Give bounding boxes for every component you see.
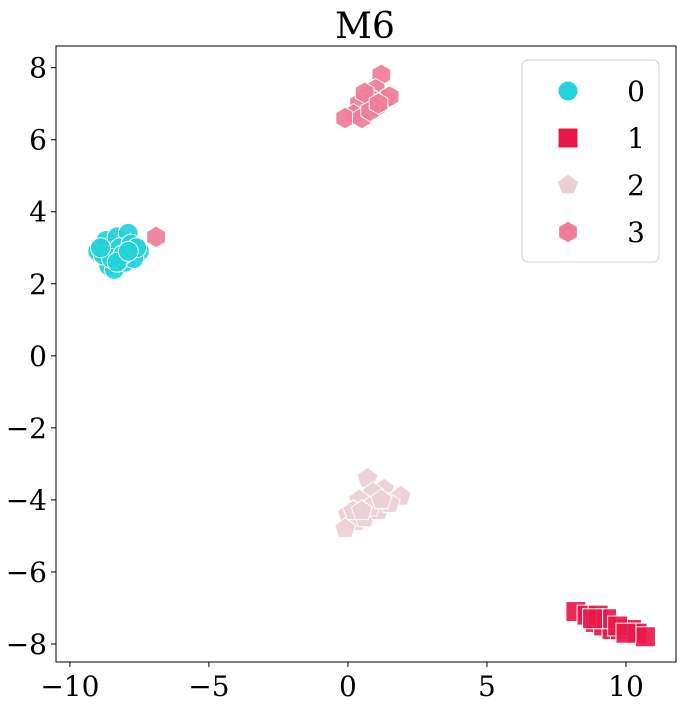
data-point — [335, 106, 355, 130]
legend-label-2: 2 — [627, 169, 645, 202]
plot-frame — [55, 45, 677, 663]
data-point — [634, 626, 656, 648]
data-point — [146, 225, 166, 249]
data-point — [334, 517, 357, 539]
legend-label-0: 0 — [627, 75, 645, 108]
y-tick-label: 6 — [29, 124, 47, 157]
legend: 0 1 2 3 — [521, 59, 660, 263]
data-point — [368, 92, 389, 116]
y-tick-label: −2 — [6, 412, 47, 445]
series-3 — [146, 63, 400, 249]
y-tick-label: −8 — [6, 628, 47, 661]
data-point — [117, 240, 139, 262]
x-tick-label: −10 — [40, 670, 99, 703]
data-point — [615, 622, 637, 644]
y-tick-label: 2 — [29, 268, 47, 301]
legend-marker-2 — [556, 173, 580, 195]
chart-title: M6 — [335, 6, 395, 47]
x-tick-label: −5 — [188, 670, 229, 703]
legend-marker-0 — [557, 80, 579, 102]
series-2 — [334, 466, 412, 539]
y-tick-label: 0 — [29, 340, 47, 373]
legend-marker-3 — [558, 220, 578, 244]
legend-label-1: 1 — [627, 122, 645, 155]
legend-marker-1 — [557, 127, 579, 149]
data-point — [582, 608, 604, 630]
y-tick-label: 4 — [29, 196, 47, 229]
x-tick-label: 10 — [608, 670, 644, 703]
legend-label-3: 3 — [627, 216, 645, 249]
series-0 — [87, 222, 150, 280]
series-1 — [565, 601, 656, 648]
y-tick-label: −4 — [6, 484, 47, 517]
x-tick-label: 0 — [339, 670, 357, 703]
plot-layer — [87, 63, 656, 648]
data-point — [370, 488, 393, 510]
y-tick-label: −6 — [6, 556, 47, 589]
x-tick-label: 5 — [478, 670, 496, 703]
data-point — [89, 237, 111, 259]
y-tick-label: 8 — [29, 52, 47, 85]
legend-box — [521, 59, 660, 263]
data-point — [350, 499, 373, 521]
